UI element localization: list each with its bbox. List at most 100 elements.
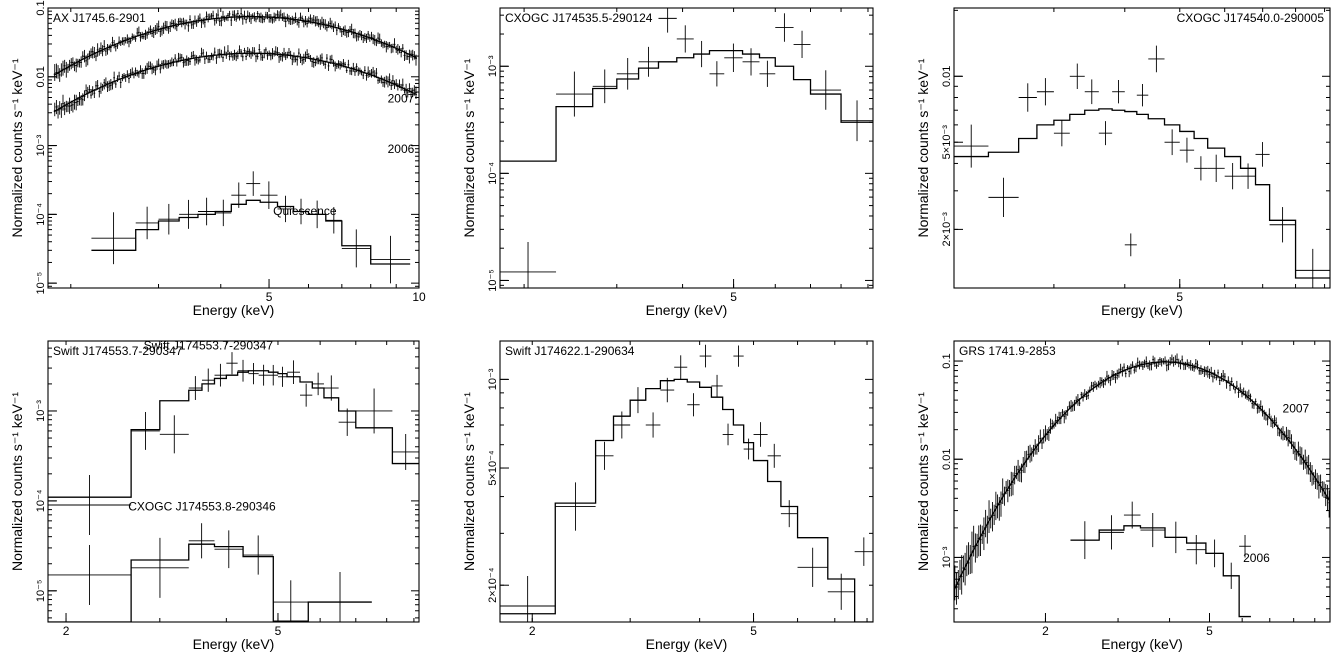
x-tick-label: 2: [1042, 624, 1049, 638]
data-point: [166, 21, 168, 32]
data-point: [321, 53, 323, 64]
data-point: [1302, 454, 1305, 470]
data-point: [208, 56, 211, 63]
data-point: [63, 101, 66, 116]
data-point: [556, 71, 593, 117]
data-point: [269, 13, 272, 23]
y-axis-label: Normalized counts s⁻¹ keV⁻¹: [9, 392, 25, 571]
y-tick-label: 5×10⁻⁴: [487, 450, 499, 486]
data-point: [288, 48, 290, 56]
data-point: [1053, 119, 1070, 147]
x-axis-label: Energy (keV): [646, 636, 728, 652]
data-point: [157, 20, 160, 33]
data-point: [405, 83, 408, 98]
data-point: [223, 15, 226, 22]
data-point: [210, 52, 213, 60]
data-point: [179, 17, 182, 25]
data-point: [128, 73, 130, 84]
data-point: [367, 30, 370, 40]
data-point: [1224, 162, 1241, 190]
x-tick-label: 10: [412, 290, 426, 304]
data-point: [238, 14, 241, 21]
data-point: [1234, 387, 1237, 394]
data-point: [266, 51, 269, 60]
data-point: [75, 94, 78, 111]
data-point: [1148, 45, 1165, 73]
data-point: [1280, 427, 1283, 440]
data-point: [311, 17, 313, 25]
data-point: [266, 11, 269, 20]
data-point: [71, 100, 74, 113]
data-point: [390, 80, 393, 90]
data-point: [73, 94, 76, 110]
data-point: [1203, 366, 1206, 377]
data-point: [141, 31, 144, 40]
data-point: [368, 69, 371, 78]
data-point: [258, 13, 261, 23]
panel-title: CXOGC J174535.5-290124: [505, 11, 653, 25]
data-point: [75, 58, 78, 73]
data-point: [200, 47, 203, 57]
data-point: [1269, 207, 1296, 243]
data-point: [250, 50, 252, 59]
series-1: [954, 45, 1330, 288]
data-point: [214, 530, 244, 569]
data-point: [1270, 415, 1272, 427]
data-point: [345, 67, 348, 74]
y-tick-label: 0.01: [941, 66, 953, 87]
data-point: [780, 500, 798, 528]
data-point: [297, 48, 300, 57]
data-point: [674, 355, 688, 380]
y-tick-label: 10⁻³: [487, 368, 499, 390]
data-point: [1186, 534, 1206, 565]
data-point: [988, 177, 1019, 217]
data-point: [1036, 78, 1054, 106]
data-point: [293, 52, 295, 63]
data-point: [367, 66, 370, 78]
data-point: [293, 198, 309, 225]
data-point: [279, 9, 282, 19]
data-point: [1266, 415, 1269, 426]
data-point: [742, 48, 760, 76]
data-point: [352, 28, 355, 39]
data-point: [135, 206, 159, 240]
y-tick-label: 10⁻⁴: [487, 162, 499, 185]
data-point: [1196, 360, 1199, 370]
data-point: [55, 63, 58, 79]
data-point: [1278, 429, 1281, 437]
data-point: [979, 524, 982, 557]
data-point: [67, 63, 69, 73]
data-point: [217, 49, 219, 58]
model-step-line: [1070, 525, 1251, 618]
data-point: [362, 71, 365, 80]
data-point: [68, 59, 71, 71]
data-point: [133, 71, 135, 79]
data-point: [164, 20, 167, 31]
data-point: [1198, 368, 1201, 375]
data-point: [139, 32, 142, 42]
data-point: [357, 67, 360, 76]
y-tick-label: 10⁻³: [35, 400, 47, 422]
series-1: [53, 8, 418, 82]
y-tick-label: 10⁻⁴: [35, 489, 47, 512]
series-label: 2006: [388, 142, 415, 156]
data-point: [360, 69, 363, 76]
data-point: [339, 26, 342, 33]
model-curve: [954, 361, 1330, 591]
data-point: [58, 68, 61, 82]
data-point: [53, 64, 56, 81]
data-point: [1135, 363, 1137, 373]
series-label: Quiescence: [273, 204, 337, 218]
axes-frame: [953, 7, 1331, 289]
series-label: 2007: [388, 92, 415, 106]
data-point: [1087, 389, 1090, 400]
data-point: [1294, 441, 1296, 460]
data-point: [250, 14, 252, 25]
y-tick-label: 5×10⁻³: [941, 125, 953, 160]
data-point: [1013, 465, 1016, 485]
data-point: [76, 58, 79, 68]
data-point: [1098, 121, 1113, 146]
panel-6: 2 5 10⁻³ 0.01 0.1 Energy (keV) Normalized coun…: [915, 340, 1331, 652]
data-point: [1111, 370, 1113, 381]
data-point: [854, 537, 873, 566]
